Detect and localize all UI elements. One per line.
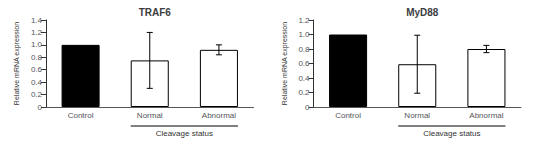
svg-text:Control: Control xyxy=(335,111,361,120)
svg-text:1.4: 1.4 xyxy=(31,16,43,25)
svg-text:0: 0 xyxy=(305,103,310,112)
svg-text:Normal: Normal xyxy=(137,111,163,120)
svg-text:0.4: 0.4 xyxy=(31,78,43,87)
svg-text:Normal: Normal xyxy=(404,111,430,120)
svg-text:MyD88: MyD88 xyxy=(406,7,439,18)
svg-text:Control: Control xyxy=(68,111,94,120)
svg-text:0.8: 0.8 xyxy=(31,53,43,62)
svg-text:0.4: 0.4 xyxy=(298,74,310,83)
svg-text:Cleavage status: Cleavage status xyxy=(156,129,213,138)
svg-text:0.6: 0.6 xyxy=(31,65,43,74)
svg-text:Relative mRNA expression: Relative mRNA expression xyxy=(281,22,289,105)
svg-text:1.2: 1.2 xyxy=(31,28,43,37)
svg-text:Cleavage status: Cleavage status xyxy=(423,129,480,138)
svg-text:0.8: 0.8 xyxy=(298,45,310,54)
svg-text:Abnormal: Abnormal xyxy=(469,111,503,120)
svg-text:1.0: 1.0 xyxy=(298,30,310,39)
svg-text:0: 0 xyxy=(38,103,43,112)
svg-text:1.2: 1.2 xyxy=(298,16,310,25)
svg-text:Abnormal: Abnormal xyxy=(202,111,236,120)
svg-text:0.2: 0.2 xyxy=(31,90,43,99)
svg-text:0.2: 0.2 xyxy=(298,88,310,97)
svg-text:Relative mRNA expression: Relative mRNA expression xyxy=(13,22,21,105)
svg-text:TRAF6: TRAF6 xyxy=(139,7,172,18)
svg-text:1.0: 1.0 xyxy=(31,40,43,49)
svg-text:0.6: 0.6 xyxy=(298,59,310,68)
